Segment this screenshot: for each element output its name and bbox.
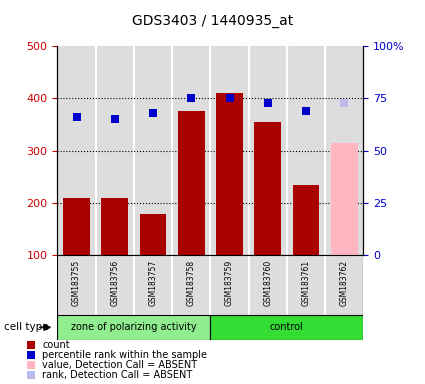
Bar [134,46,172,255]
Bar [63,198,90,255]
Text: GSM183762: GSM183762 [340,260,349,306]
Bar [287,46,325,255]
Text: count: count [42,340,70,350]
Bar [96,255,134,315]
Text: GSM183758: GSM183758 [187,260,196,306]
Bar [178,111,205,255]
Bar [101,198,128,255]
Bar [172,46,210,255]
Text: GDS3403 / 1440935_at: GDS3403 / 1440935_at [132,14,293,28]
Text: GSM183756: GSM183756 [110,260,119,306]
Bar [57,255,96,315]
Bar [292,185,320,255]
Bar [254,122,281,255]
Bar [210,315,363,340]
Text: cell type: cell type [4,322,49,333]
Text: GSM183757: GSM183757 [148,260,158,306]
Bar [287,255,325,315]
Bar [96,46,134,255]
Bar [325,255,363,315]
Text: control: control [270,322,304,333]
Bar [210,255,249,315]
Bar [216,93,243,255]
Bar [172,255,210,315]
Text: percentile rank within the sample: percentile rank within the sample [42,350,207,360]
Text: GSM183759: GSM183759 [225,260,234,306]
Bar [139,214,167,255]
Text: zone of polarizing activity: zone of polarizing activity [71,322,197,333]
Text: GSM183760: GSM183760 [263,260,272,306]
Bar [134,255,172,315]
Bar [249,255,287,315]
Text: rank, Detection Call = ABSENT: rank, Detection Call = ABSENT [42,370,193,380]
Bar [331,143,358,255]
Bar [210,46,249,255]
Bar [249,46,287,255]
Text: GSM183761: GSM183761 [301,260,311,306]
Bar [57,46,96,255]
Bar [57,315,210,340]
Bar [325,46,363,255]
Text: GSM183755: GSM183755 [72,260,81,306]
Text: value, Detection Call = ABSENT: value, Detection Call = ABSENT [42,360,197,370]
